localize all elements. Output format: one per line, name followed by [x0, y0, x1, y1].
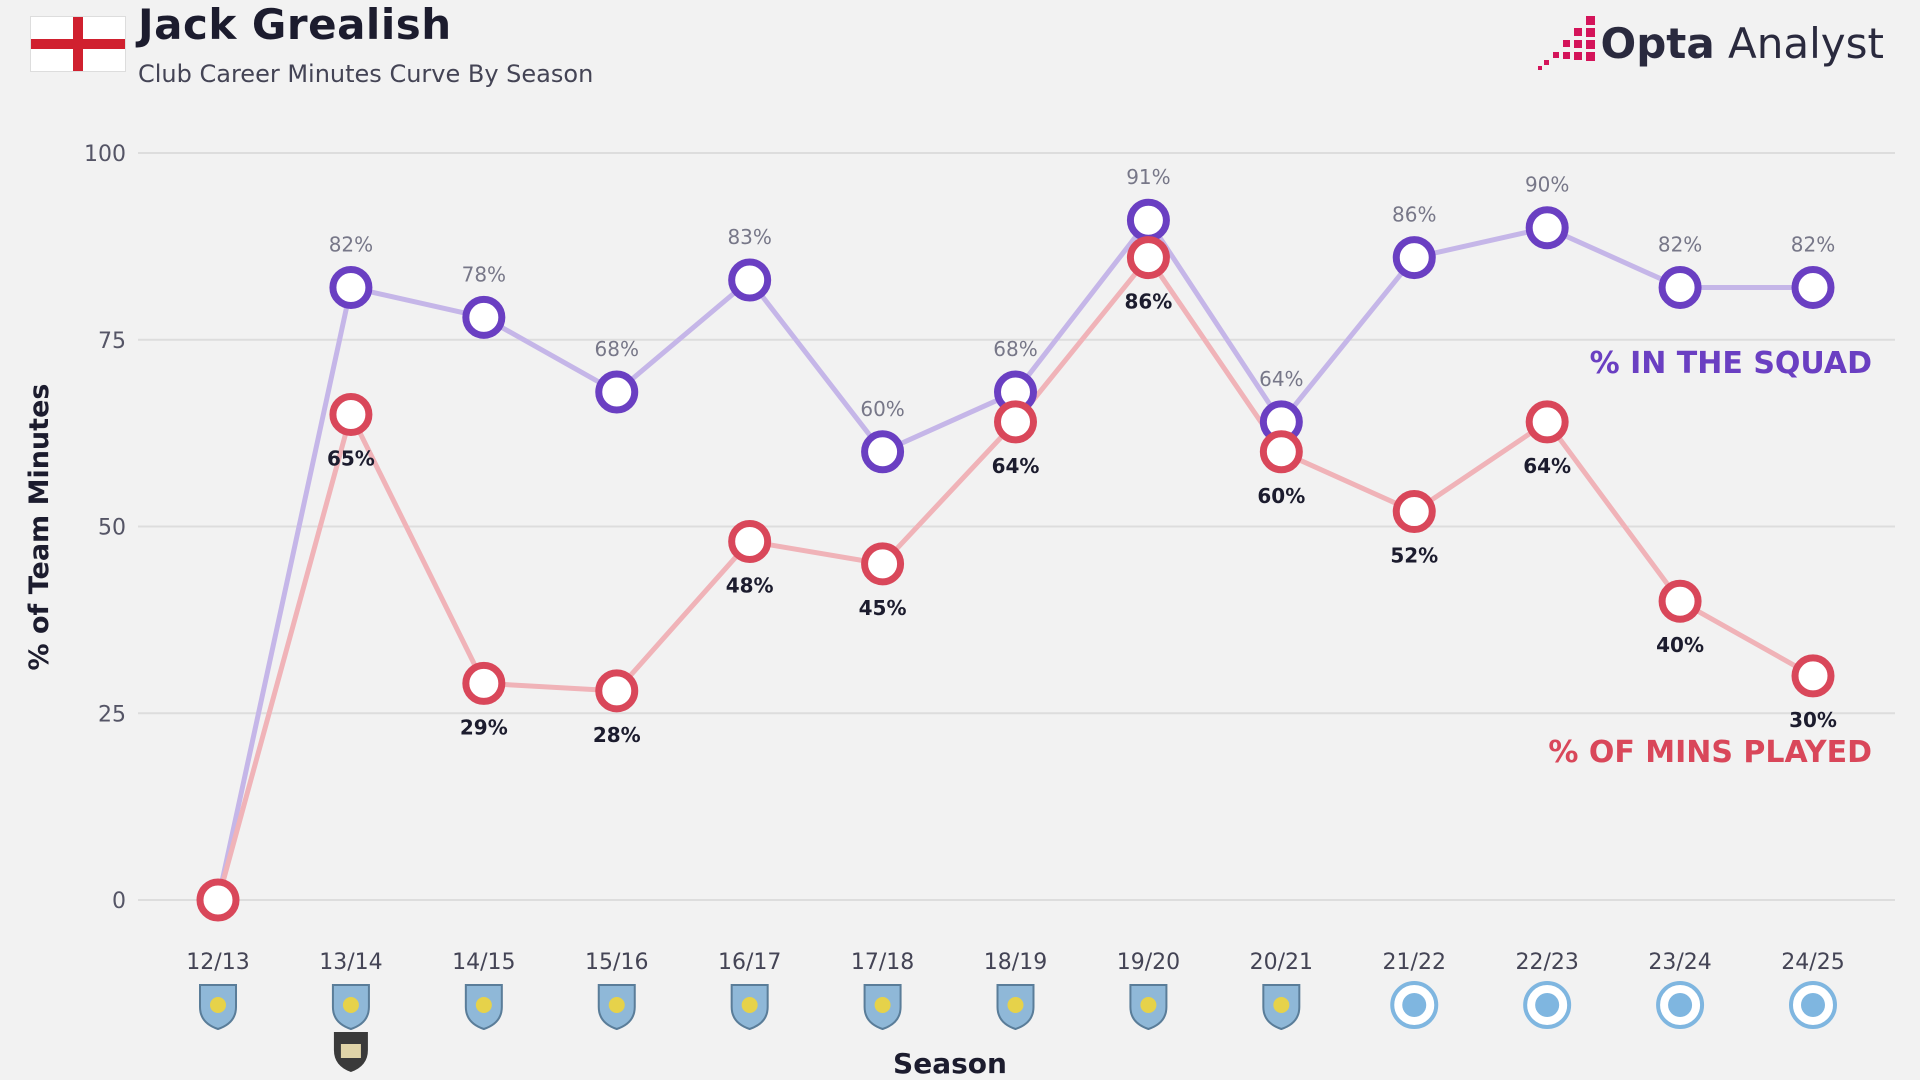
- mins-point: [1658, 579, 1702, 623]
- mins-data-label: 29%: [460, 715, 508, 739]
- x-tick-label: 18/19: [984, 950, 1047, 975]
- notts-county-badge-stripe: [340, 1044, 361, 1058]
- aston-villa-badge-lion: [741, 997, 758, 1013]
- y-axis-label: % of Team Minutes: [24, 384, 55, 671]
- aston-villa-badge-lion: [210, 997, 226, 1013]
- mins-data-label: 64%: [1523, 454, 1571, 478]
- mins-data-label: 40%: [1656, 633, 1704, 657]
- mins-data-label: 28%: [593, 723, 641, 747]
- y-tick-label: 25: [98, 702, 126, 727]
- mins-point: [1392, 490, 1436, 534]
- squad-data-label: 78%: [462, 262, 506, 286]
- brand-name: Opta Analyst: [1600, 18, 1884, 68]
- mins-point: [1259, 430, 1303, 474]
- squad-point: [861, 430, 905, 474]
- x-axis-label: Season: [893, 1047, 1007, 1080]
- england-flag-icon: [30, 16, 126, 72]
- aston-villa-badge-lion: [608, 997, 625, 1013]
- mins-data-label: 65%: [327, 446, 375, 470]
- squad-point: [595, 370, 639, 414]
- squad-point: [1126, 198, 1170, 242]
- chart-subtitle: Club Career Minutes Curve By Season: [138, 60, 594, 88]
- chart-title: Jack Grealish: [138, 0, 452, 49]
- mins-point: [994, 400, 1037, 444]
- x-tick-label: 24/25: [1781, 950, 1844, 975]
- mins-data-label: 45%: [859, 596, 907, 620]
- y-tick-label: 100: [84, 142, 126, 167]
- squad-data-label: 83%: [727, 225, 771, 249]
- x-tick-label: 15/16: [585, 950, 648, 975]
- mins-legend-label: % OF MINS PLAYED: [1548, 735, 1872, 770]
- manchester-city-badge-core: [1668, 993, 1693, 1017]
- x-tick-label: 22/23: [1515, 950, 1578, 975]
- squad-data-label: 68%: [993, 337, 1037, 361]
- manchester-city-badge-core: [1402, 993, 1427, 1017]
- aston-villa-badge-lion: [342, 997, 359, 1013]
- mins-point: [329, 392, 373, 436]
- squad-point: [1525, 206, 1569, 250]
- mins-data-label: 64%: [992, 454, 1040, 478]
- manchester-city-badge-core: [1801, 993, 1825, 1017]
- mins-data-label: 48%: [726, 573, 774, 597]
- mins-point: [595, 669, 639, 713]
- squad-data-label: 82%: [1791, 232, 1835, 256]
- squad-data-label: 82%: [329, 232, 373, 256]
- squad-data-label: 91%: [1126, 165, 1170, 189]
- mins-data-label: 60%: [1257, 484, 1305, 508]
- squad-data-label: 64%: [1259, 367, 1303, 391]
- squad-legend-label: % IN THE SQUAD: [1590, 346, 1872, 381]
- x-tick-label: 14/15: [452, 950, 515, 975]
- aston-villa-badge-lion: [1007, 997, 1024, 1013]
- mins-point: [1791, 654, 1835, 698]
- squad-series-line: [215, 217, 1813, 901]
- squad-data-label: 68%: [595, 337, 639, 361]
- aston-villa-badge-lion: [1273, 997, 1290, 1013]
- squad-data-label: 60%: [860, 397, 904, 421]
- x-tick-label: 16/17: [718, 950, 781, 975]
- mins-point: [861, 542, 905, 586]
- start-point: [196, 878, 240, 922]
- squad-data-label: 90%: [1525, 173, 1569, 197]
- mins-point: [1525, 400, 1569, 444]
- squad-point: [728, 258, 772, 302]
- aston-villa-badge-lion: [874, 997, 891, 1013]
- squad-point: [1791, 265, 1835, 309]
- x-tick-label: 12/13: [186, 950, 249, 975]
- mins-data-label: 30%: [1789, 708, 1837, 732]
- opta-logo-icon: [1538, 16, 1596, 70]
- aston-villa-badge-lion: [1140, 997, 1157, 1013]
- x-tick-label: 20/21: [1250, 950, 1313, 975]
- squad-point: [329, 265, 373, 309]
- x-tick-label: 23/24: [1648, 950, 1711, 975]
- x-tick-label: 17/18: [851, 950, 914, 975]
- y-tick-label: 0: [112, 889, 126, 914]
- y-tick-label: 50: [98, 516, 126, 541]
- squad-point: [1392, 236, 1436, 280]
- aston-villa-badge-lion: [475, 997, 492, 1013]
- squad-point: [462, 295, 506, 339]
- x-tick-label: 19/20: [1117, 950, 1180, 975]
- mins-data-label: 52%: [1390, 544, 1438, 568]
- mins-point: [462, 661, 506, 705]
- opta-analyst-logo: Opta Analyst: [1538, 14, 1884, 72]
- squad-point: [1658, 265, 1702, 309]
- squad-data-label: 82%: [1658, 232, 1702, 256]
- manchester-city-badge-core: [1535, 993, 1560, 1017]
- mins-data-label: 86%: [1124, 290, 1172, 314]
- squad-data-label: 86%: [1392, 203, 1436, 227]
- mins-point: [1126, 236, 1170, 280]
- x-tick-label: 21/22: [1383, 950, 1446, 975]
- x-tick-label: 13/14: [319, 950, 382, 975]
- y-tick-label: 75: [98, 329, 126, 354]
- mins-point: [728, 519, 772, 563]
